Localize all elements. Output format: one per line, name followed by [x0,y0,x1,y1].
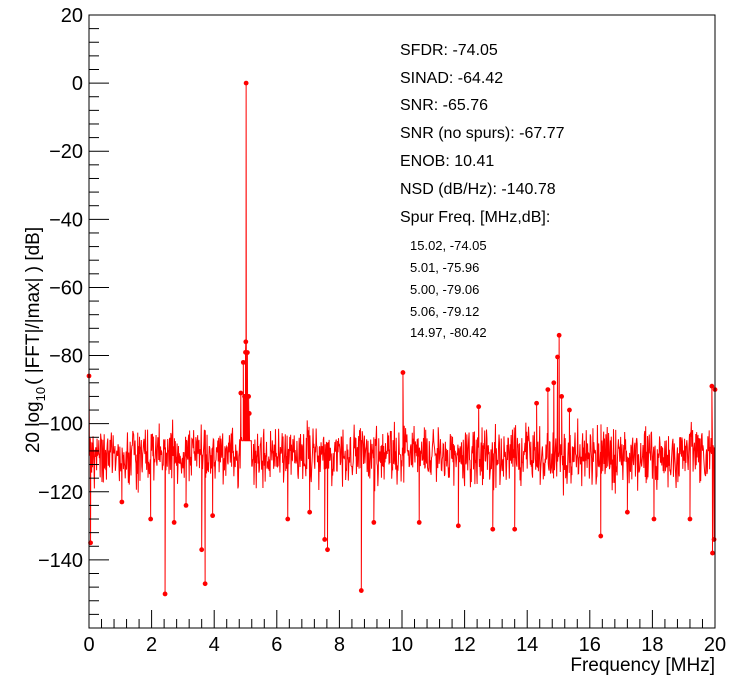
data-point [243,80,249,86]
x-tick-label: 16 [579,634,601,656]
data-point [709,383,715,389]
x-tick-label: 6 [271,634,282,656]
series-line [88,83,716,594]
stat-sfdr: SFDR: -74.05 [400,42,498,59]
x-tick-label: 2 [146,634,157,656]
data-point [162,591,168,597]
data-point [567,407,572,413]
spectrum-series [86,80,718,597]
stats-annotation: SFDR: -74.05 SINAD: -64.42 SNR: -65.76 S… [400,42,565,340]
data-point [490,526,496,532]
data-point [556,332,562,338]
spur-entry: 14.97, -80.42 [410,325,487,340]
data-point [559,394,565,399]
data-point [243,339,249,345]
data-point [246,411,252,416]
data-point [476,404,482,410]
axes [88,14,716,629]
spur-entry: 5.00, -79.06 [410,282,479,297]
x-tick-label: 8 [334,634,345,656]
x-tick-label: 0 [83,634,94,656]
data-point [246,394,252,399]
y-axis-title-post: ( |FFT|/|max| ) [dB] [23,227,44,385]
x-tick-label: 18 [641,634,663,656]
y-tick-label: −40 [49,209,83,231]
data-point [651,516,657,522]
data-point [285,516,291,522]
data-point [551,380,557,386]
data-point [119,499,125,505]
data-point [325,547,330,553]
data-point [687,516,693,522]
data-point [512,526,518,532]
y-tick-label: −60 [49,277,83,299]
data-point [598,533,604,539]
y-tick-label: −140 [38,550,83,572]
data-point [238,390,244,396]
data-point [242,394,247,399]
y-axis-title-pre: 20 log [23,401,44,453]
x-tick-label: 14 [516,634,538,656]
x-tick-label: 4 [209,634,220,656]
data-point [244,350,250,355]
data-point [416,520,422,525]
data-point [710,550,715,556]
data-point [555,354,560,360]
x-tick-label: 10 [391,634,413,656]
data-point [455,523,461,529]
data-point [240,359,246,365]
x-tick-label: 20 [704,634,726,656]
spur-entry: 5.01, -75.96 [410,260,479,275]
x-axis-title: Frequency [MHz] [570,655,715,676]
stat-snr: SNR: -65.76 [400,97,488,114]
y-tick-label: 20 [61,5,83,27]
y-axis-title-sub: 10 [33,387,48,401]
y-tick-label: 0 [72,73,83,95]
y-tick-label: −120 [38,482,83,504]
data-point [534,400,539,406]
stat-sinad: SINAD: -64.42 [400,70,503,87]
data-point [358,588,364,593]
data-point [624,509,630,515]
data-point [148,516,154,522]
stat-enob: ENOB: 10.41 [400,153,494,170]
stat-spur-header: Spur Freq. [MHz,dB]: [400,209,550,226]
tick-labels: −140 −120 −100 −80 −60 −40 −20 0 20 0 2 4 6 8 10 12 14 16… [38,5,726,656]
y-tick-label: −20 [49,141,83,163]
data-point [199,547,205,553]
y-tick-label: −80 [49,346,83,368]
stat-nsd: NSD (dB/Hz): -140.78 [400,181,556,198]
data-point [202,581,208,587]
data-point [210,513,216,519]
data-point [545,387,551,393]
x-tick-label: 12 [453,634,475,656]
data-point [171,520,177,525]
data-point [183,503,189,508]
data-point [322,537,328,542]
spur-entry: 5.06, -79.12 [410,304,479,319]
spur-entry: 15.02, -74.05 [410,238,487,253]
data-point [711,537,717,542]
data-point [400,370,406,375]
y-axis-title: 20 log10 ( |FFT|/|max| ) [dB] [23,227,48,453]
data-point [307,509,313,515]
y-tick-label: −100 [38,414,83,436]
stat-snr-no-spurs: SNR (no spurs): -67.77 [400,125,565,142]
data-point [371,520,377,525]
